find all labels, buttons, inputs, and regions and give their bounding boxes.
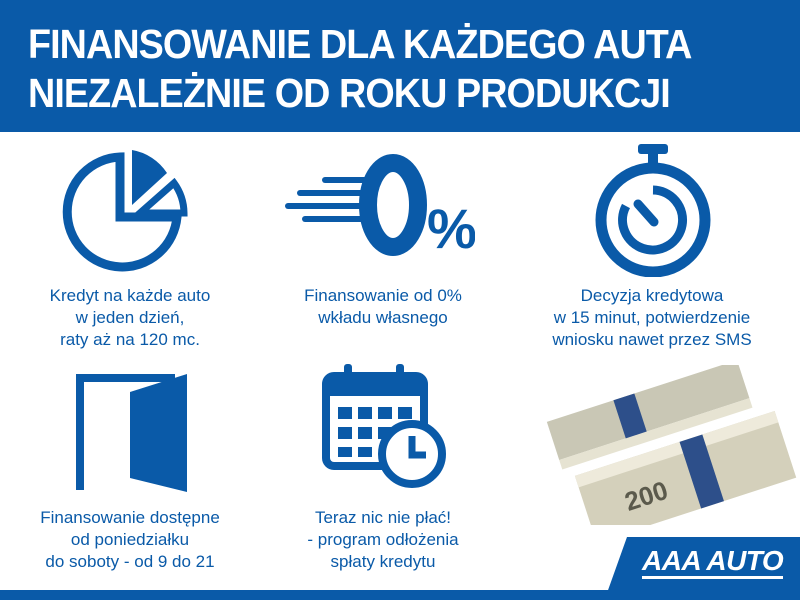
caption-line: wkładu własnego (318, 308, 448, 327)
bottom-bar (0, 590, 800, 600)
zero-percent-icon: % (285, 154, 475, 260)
caption-line: - program odłożenia (307, 530, 459, 549)
banknotes-image: 200 (546, 365, 797, 525)
caption-line: raty aż na 120 mc. (60, 330, 200, 349)
caption-line: Decyzja kredytowa (580, 286, 724, 305)
calendar-clock-icon (322, 364, 446, 488)
feature-caption-4: Finansowanie dostępne od poniedziałku do… (0, 507, 260, 573)
percent-sign: % (427, 197, 475, 260)
headline-line-1: FINANSOWANIE DLA KAŻDEGO AUTA (28, 21, 692, 67)
caption-line: Kredyt na każde auto (49, 286, 211, 305)
caption-line: Teraz nic nie płać! (314, 508, 452, 527)
caption-line: od poniedziałku (70, 530, 190, 549)
feature-caption-3: Decyzja kredytowa w 15 minut, potwierdze… (522, 285, 782, 351)
stopwatch-icon (595, 144, 711, 277)
caption-line: spłaty kredytu (330, 552, 436, 571)
caption-line: Finansowanie dostępne (40, 508, 220, 527)
headline-line-2: NIEZALEŻNIE OD ROKU PRODUKCJI (28, 70, 671, 116)
feature-caption-2: Finansowanie od 0% wkładu własnego (253, 285, 513, 329)
door-icon (76, 374, 187, 492)
caption-line: w jeden dzień, (75, 308, 185, 327)
aaa-auto-logo: AAA AUTO (607, 537, 800, 593)
caption-line: w 15 minut, potwierdzenie (553, 308, 751, 327)
feature-caption-5: Teraz nic nie płać! - program odłożenia … (253, 507, 513, 573)
caption-line: do soboty - od 9 do 21 (45, 552, 215, 571)
header-banner: FINANSOWANIE DLA KAŻDEGO AUTA NIEZALEŻNI… (0, 0, 800, 132)
caption-line: Finansowanie od 0% (304, 286, 462, 305)
caption-line: wniosku nawet przez SMS (552, 330, 752, 349)
feature-caption-1: Kredyt na każde auto w jeden dzień, raty… (0, 285, 260, 351)
logo-text: AAA AUTO (642, 546, 784, 579)
pie-chart-icon (62, 150, 188, 272)
